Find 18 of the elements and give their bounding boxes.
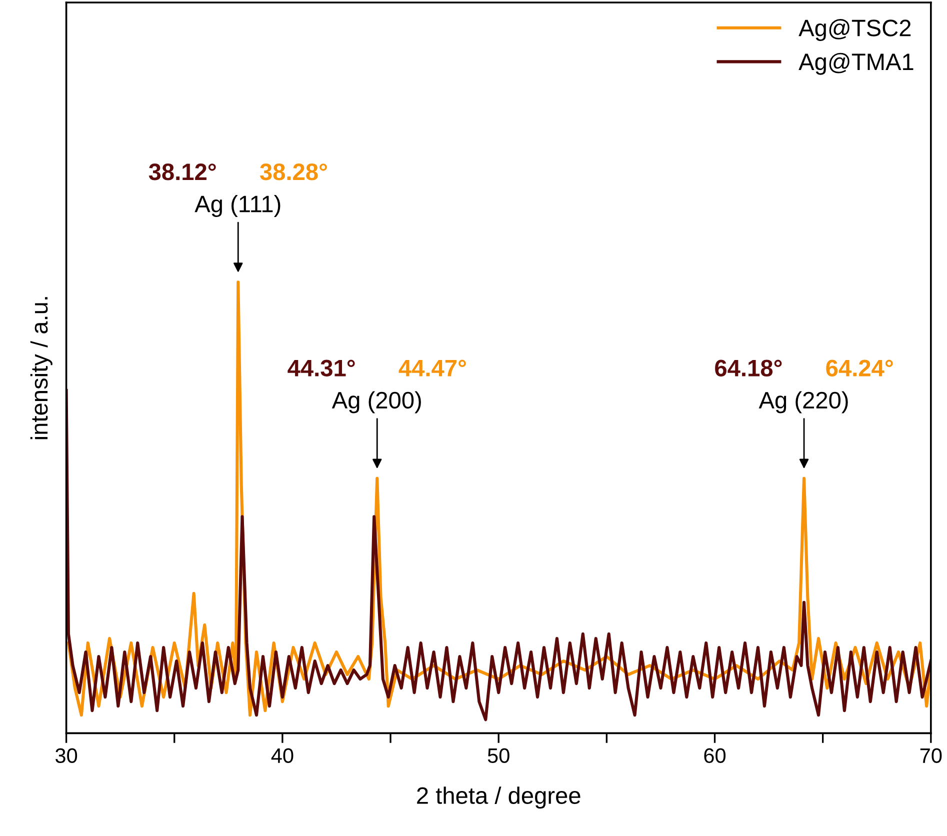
x-tick-label: 60 <box>704 748 726 764</box>
x-tick-label: 40 <box>271 748 294 764</box>
x-tick-label: 30 <box>56 748 78 764</box>
legend-label: Ag@TSC2 <box>798 19 911 42</box>
annotation: 64.18° <box>715 360 782 376</box>
annotation: Ag (200) <box>332 391 421 414</box>
annotation: Ag (111) <box>194 195 280 218</box>
text: 38.12° <box>148 164 216 180</box>
x-tick-label: 50 <box>488 748 510 764</box>
annotation: Ag (220) <box>758 391 848 414</box>
x-tick-label: 70 <box>920 748 942 764</box>
annotation: 44.31° <box>288 360 355 376</box>
annotation: 64.24° <box>826 360 893 376</box>
legend-label: Ag@TMA1 <box>798 52 914 75</box>
y-axis-title: intensity / a.u. <box>30 297 52 440</box>
x-axis-title: 2 theta / degree <box>417 786 580 809</box>
annotation: 44.47° <box>398 360 466 376</box>
text: 38.28° <box>260 164 327 180</box>
